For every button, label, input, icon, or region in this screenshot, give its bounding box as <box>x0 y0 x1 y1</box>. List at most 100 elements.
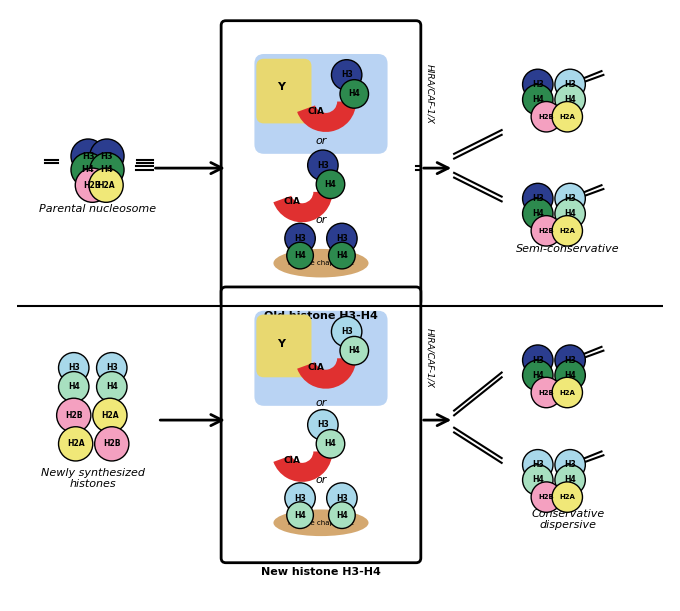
Text: H2A: H2A <box>101 411 119 420</box>
Circle shape <box>522 84 553 115</box>
Text: Newly synthesized
histones: Newly synthesized histones <box>41 467 145 489</box>
Text: H4: H4 <box>564 95 576 104</box>
Text: H4: H4 <box>294 511 306 520</box>
Circle shape <box>555 465 585 495</box>
FancyBboxPatch shape <box>254 54 388 154</box>
Text: HIRA/CAF-1/X: HIRA/CAF-1/X <box>426 65 435 124</box>
Text: Semi-conservative: Semi-conservative <box>516 244 620 254</box>
FancyBboxPatch shape <box>221 21 421 306</box>
Text: H3: H3 <box>317 420 328 430</box>
Text: H4: H4 <box>294 251 306 260</box>
Circle shape <box>56 398 91 433</box>
Circle shape <box>531 101 562 132</box>
Circle shape <box>285 483 316 513</box>
Text: Histone chaperone: Histone chaperone <box>288 260 354 266</box>
Text: H2B: H2B <box>539 389 554 395</box>
Text: H3: H3 <box>532 460 544 469</box>
Text: H2B: H2B <box>65 411 82 420</box>
Circle shape <box>331 60 362 90</box>
Wedge shape <box>273 452 333 482</box>
Text: H2B: H2B <box>539 494 554 500</box>
Circle shape <box>287 243 313 269</box>
Circle shape <box>552 378 583 408</box>
Text: H3: H3 <box>341 327 352 336</box>
Text: H4: H4 <box>532 371 544 380</box>
Text: H2A: H2A <box>560 389 575 395</box>
Text: H4: H4 <box>101 166 114 174</box>
Circle shape <box>90 153 124 187</box>
Circle shape <box>95 426 129 461</box>
Text: HIRA/CAF-1/X: HIRA/CAF-1/X <box>426 328 435 388</box>
Text: H4: H4 <box>324 439 337 448</box>
Text: H2B: H2B <box>539 228 554 234</box>
Circle shape <box>287 502 313 529</box>
Text: H3: H3 <box>341 70 352 79</box>
Circle shape <box>555 199 585 229</box>
Text: or: or <box>316 136 326 147</box>
Text: H3: H3 <box>68 364 80 372</box>
Text: H3: H3 <box>532 356 544 365</box>
Wedge shape <box>273 192 333 222</box>
Text: New histone H3-H4: New histone H3-H4 <box>261 568 381 577</box>
Text: H4: H4 <box>532 209 544 218</box>
Text: Old histone H3-H4: Old histone H3-H4 <box>264 311 378 321</box>
Text: Histone chaperone: Histone chaperone <box>288 520 354 526</box>
Text: or: or <box>316 216 326 225</box>
Text: CIA: CIA <box>308 106 325 115</box>
Circle shape <box>340 337 369 365</box>
Text: H3: H3 <box>336 234 347 243</box>
Text: H4: H4 <box>68 382 80 391</box>
Text: H4: H4 <box>564 371 576 380</box>
Ellipse shape <box>273 249 369 277</box>
Circle shape <box>555 345 585 375</box>
Text: Parental nucleosome: Parental nucleosome <box>39 204 156 214</box>
Circle shape <box>97 371 127 402</box>
Circle shape <box>89 168 123 202</box>
Text: H4: H4 <box>106 382 118 391</box>
Text: H2A: H2A <box>560 114 575 120</box>
Text: H3: H3 <box>532 80 544 89</box>
Circle shape <box>58 353 89 383</box>
Circle shape <box>531 378 562 408</box>
Text: CIA: CIA <box>308 364 325 372</box>
FancyBboxPatch shape <box>221 287 421 563</box>
Text: H3: H3 <box>564 356 576 365</box>
Text: CIA: CIA <box>284 456 301 466</box>
Wedge shape <box>297 358 356 389</box>
Circle shape <box>331 316 362 347</box>
Text: H3: H3 <box>82 152 95 161</box>
Text: H4: H4 <box>564 475 576 485</box>
Text: H2A: H2A <box>67 439 84 448</box>
Text: H3: H3 <box>564 80 576 89</box>
Circle shape <box>92 398 127 433</box>
Circle shape <box>71 139 105 174</box>
Text: H4: H4 <box>532 95 544 104</box>
Text: H4: H4 <box>348 89 360 98</box>
Circle shape <box>555 183 585 214</box>
Circle shape <box>316 430 345 458</box>
Circle shape <box>522 69 553 100</box>
Text: CIA: CIA <box>284 197 301 206</box>
Circle shape <box>90 139 124 174</box>
Circle shape <box>555 84 585 115</box>
Text: H4: H4 <box>324 180 337 189</box>
Circle shape <box>328 243 355 269</box>
Circle shape <box>531 482 562 512</box>
Text: Y: Y <box>277 339 285 349</box>
Text: H3: H3 <box>532 194 544 203</box>
Text: H3: H3 <box>294 494 306 503</box>
Circle shape <box>555 360 585 390</box>
Text: H4: H4 <box>336 511 347 520</box>
Text: H4: H4 <box>348 346 360 355</box>
Text: H2A: H2A <box>560 494 575 500</box>
Ellipse shape <box>273 510 369 536</box>
Circle shape <box>555 450 585 480</box>
Text: H4: H4 <box>82 166 95 174</box>
Text: H3: H3 <box>294 234 306 243</box>
Circle shape <box>522 199 553 229</box>
FancyBboxPatch shape <box>256 315 311 378</box>
Circle shape <box>326 483 357 513</box>
Circle shape <box>75 168 109 202</box>
Text: Y: Y <box>277 82 285 92</box>
Text: H2A: H2A <box>97 181 115 189</box>
